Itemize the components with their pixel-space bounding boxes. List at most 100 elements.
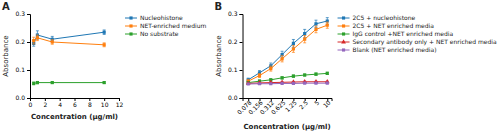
error-bar (103, 30, 106, 34)
y-axis: 0.0 0.1 0.2 0.3 (15, 10, 30, 101)
tick-mark (240, 42, 243, 43)
tick-label: 2 (43, 101, 47, 108)
error-bar (269, 66, 272, 71)
y-axis-title: Absorbance (215, 35, 223, 76)
marker (247, 82, 250, 85)
legend-swatch-marker (342, 24, 345, 27)
tick: 0.0 (228, 94, 243, 101)
marker (292, 82, 295, 85)
legend-item: Secondary antibody only + NET enriched m… (338, 38, 497, 46)
tick-label: 5 (313, 99, 321, 107)
error-bar (32, 37, 35, 44)
figure: NucleohistoneNET-enriched mediumNo subst… (0, 0, 500, 134)
marker (103, 43, 106, 46)
tick-label: 4 (58, 101, 62, 108)
tick-label: 0.2 (228, 38, 238, 45)
error-bar (292, 83, 295, 85)
tick-mark (240, 70, 243, 71)
error-bar (51, 40, 54, 44)
tick: 0.3 (15, 10, 30, 17)
marker (292, 47, 295, 50)
tick-mark (240, 14, 243, 15)
marker (36, 81, 39, 84)
legend-label: 2C5 + NET enriched media (353, 22, 435, 29)
legend-swatch-marker (129, 24, 132, 27)
tick: 0.3 (228, 10, 243, 17)
series (247, 82, 329, 86)
marker (326, 24, 329, 27)
tick-label: 0 (29, 101, 33, 108)
y-axis: 0.0 0.1 0.2 0.3 (228, 10, 243, 101)
line (34, 32, 104, 43)
plot-area (246, 18, 330, 86)
x-axis-title: Concentration (μg/ml) (243, 123, 330, 131)
tick: 0.2 (15, 38, 30, 45)
error-bar (36, 81, 39, 83)
tick: 0.1 (15, 66, 30, 73)
tick: 4 (58, 98, 62, 108)
legend-label: No substrate (140, 30, 179, 37)
marker (269, 82, 272, 85)
error-bar (326, 82, 329, 84)
tick-label: 0.0 (15, 94, 25, 101)
marker (326, 82, 329, 85)
tick-label: 0.3 (228, 10, 238, 17)
error-bar (314, 26, 317, 33)
marker (51, 40, 54, 43)
marker (32, 39, 35, 42)
tick-mark (27, 14, 30, 15)
marker (303, 73, 306, 76)
tick-label: 10 (101, 101, 109, 108)
marker (51, 81, 54, 84)
x-axis: 0.0780.1560.3120.6251.252.5510 (236, 98, 332, 116)
marker (314, 28, 317, 31)
error-bar (281, 77, 284, 79)
marker (258, 82, 261, 85)
error-bar (247, 83, 250, 85)
tick-label: 0.2 (15, 38, 25, 45)
tick: 2 (43, 98, 47, 108)
tick-label: 2.5 (297, 99, 309, 111)
error-bar (103, 43, 106, 47)
error-bar (326, 22, 329, 28)
tick: 0.2 (228, 38, 243, 45)
tick-mark (27, 70, 30, 71)
error-bar (303, 82, 306, 84)
error-bar (51, 82, 54, 84)
marker (303, 82, 306, 85)
tick-label: 8 (88, 101, 92, 108)
axis-line (240, 15, 244, 99)
tick: 1.25 (283, 98, 298, 113)
axis-line (27, 15, 31, 99)
tick-label: 0.0 (228, 94, 238, 101)
tick-label: 0.3 (15, 10, 25, 17)
legend-label: 2C5 + nucleohistone (353, 14, 416, 21)
tick: 12 (116, 98, 124, 108)
y-axis-title: Absorbance (2, 35, 10, 76)
series (246, 79, 330, 85)
legend-swatch-marker (129, 16, 132, 19)
tick-label: 6 (73, 101, 77, 108)
line (34, 82, 104, 84)
tick: 0 (29, 98, 33, 108)
tick: 2.5 (297, 98, 309, 110)
series (32, 35, 106, 47)
series (32, 30, 106, 46)
legend-item: IgG control +NET enriched media (338, 30, 454, 38)
legend-item: No substrate (125, 30, 179, 37)
marker (281, 57, 284, 60)
marker (314, 22, 317, 25)
error-bar (303, 74, 306, 76)
legend-item: NET-enriched medium (125, 22, 207, 29)
tick-mark (240, 98, 243, 99)
legend-swatch-marker (342, 16, 345, 19)
plot-area (32, 30, 106, 85)
error-bar (326, 72, 329, 74)
marker (326, 72, 329, 75)
marker (314, 73, 317, 76)
series (247, 18, 329, 82)
error-bar (281, 56, 284, 62)
legend-item: Nucleohistone (125, 14, 183, 21)
tick: 0.1 (228, 66, 243, 73)
line (248, 25, 327, 81)
